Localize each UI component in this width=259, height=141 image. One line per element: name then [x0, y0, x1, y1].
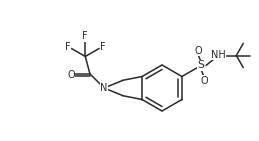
Text: O: O — [67, 70, 75, 80]
Text: O: O — [194, 46, 202, 56]
Text: O: O — [200, 75, 208, 85]
Text: F: F — [100, 42, 106, 52]
Text: S: S — [198, 60, 204, 70]
Text: F: F — [64, 42, 70, 52]
Text: N: N — [100, 83, 108, 93]
Text: NH: NH — [211, 49, 226, 60]
Text: F: F — [82, 31, 88, 41]
